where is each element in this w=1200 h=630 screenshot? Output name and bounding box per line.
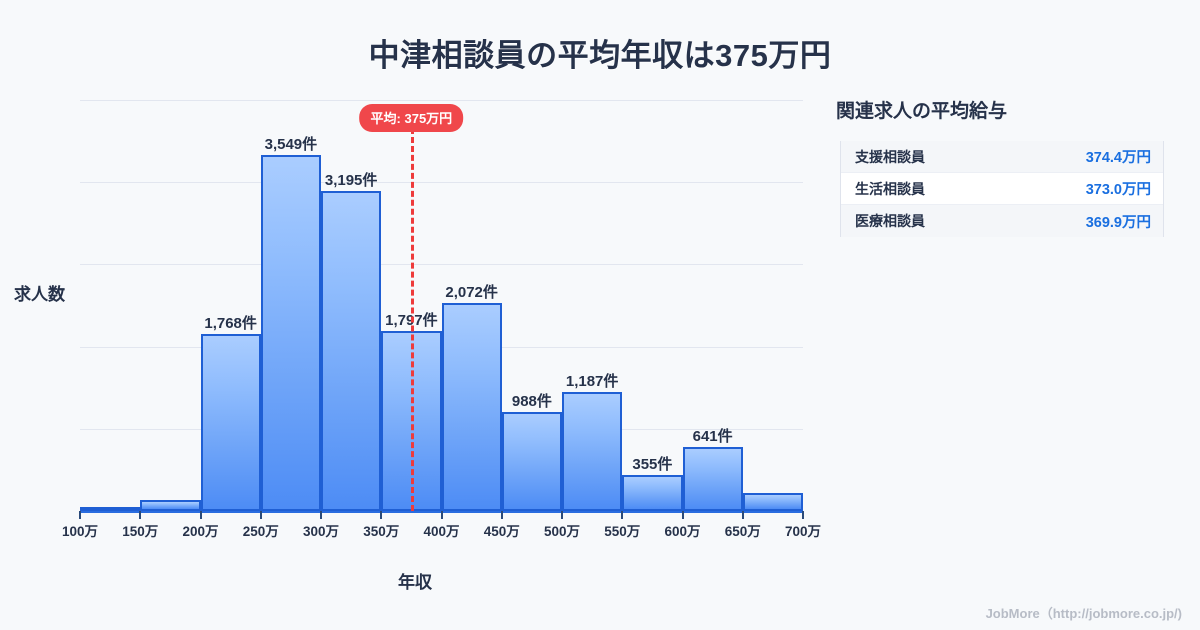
histogram-bar [80, 507, 141, 511]
x-tick-label: 650万 [724, 524, 761, 539]
histogram-bar [140, 499, 201, 511]
x-tick-mark [500, 511, 503, 519]
histogram-bar [682, 446, 743, 511]
bar-value-label: 355件 [632, 456, 673, 474]
x-tick-label: 600万 [664, 524, 701, 539]
bar-value-label: 1,187件 [565, 373, 619, 390]
side-panel-title: 関連求人の平均給与 [836, 101, 1008, 122]
x-tick-label: 150万 [122, 524, 159, 539]
x-tick-label: 500万 [543, 524, 581, 539]
average-salary-cell: 374.4万円 [1085, 150, 1151, 166]
x-tick-label: 700万 [784, 524, 822, 539]
x-tick-label: 550万 [604, 524, 641, 539]
x-axis-label: 年収 [398, 573, 432, 592]
x-tick-mark [741, 511, 744, 519]
table-row: 医療相談員 369.9万円 [841, 205, 1163, 237]
histogram-bar [200, 333, 261, 511]
x-tick-mark [440, 511, 443, 519]
table-row: 生活相談員 373.0万円 [841, 173, 1163, 205]
x-tick-label: 450万 [483, 524, 520, 539]
side-panel: 関連求人の平均給与 支援相談員 374.4万円生活相談員 373.0万円医療相談員 3… [836, 96, 1166, 237]
bar-value-label: 2,072件 [445, 284, 498, 302]
y-axis-label: 求人数 [14, 285, 65, 304]
job-title-cell: 医療相談員 [855, 213, 925, 229]
average-line [411, 128, 415, 511]
x-tick-mark [561, 511, 563, 519]
footer-watermark: JobMore（http://jobmore.co.jp/) [985, 606, 1182, 621]
histogram-bar [562, 392, 623, 511]
histogram-bar [441, 303, 502, 511]
histogram-bar [742, 493, 803, 511]
x-tick-mark [681, 511, 684, 519]
bar-value-label: 988件 [511, 392, 552, 410]
x-tick-mark [199, 511, 202, 519]
histogram-chart: 求人数 1,768件 3,549件 3,195件 1,797件 2,072件 988件 1,… [14, 100, 822, 592]
bar-value-label: 641件 [692, 427, 733, 445]
gridline [80, 100, 803, 101]
x-tick-mark [621, 511, 624, 519]
related-salary-table: 支援相談員 374.4万円生活相談員 373.0万円医療相談員 369.9万円 [840, 141, 1164, 237]
gridline [80, 182, 803, 183]
x-tick-label: 350万 [363, 524, 400, 539]
job-title-cell: 生活相談員 [855, 180, 925, 197]
x-tick-mark [79, 511, 81, 519]
x-tick-label: 300万 [302, 524, 340, 539]
bar-value-label: 3,195件 [324, 171, 378, 189]
x-tick-mark [320, 511, 322, 519]
x-tick-label: 100万 [61, 524, 99, 539]
x-tick-label: 400万 [423, 524, 460, 539]
histogram-bar [622, 475, 683, 511]
plot-area [80, 100, 803, 511]
average-salary-cell: 373.0万円 [1085, 182, 1151, 198]
x-tick-label: 250万 [242, 524, 279, 539]
histogram-bar [501, 411, 562, 511]
bar-value-label: 1,768件 [204, 314, 257, 332]
table-row: 支援相談員 374.4万円 [841, 141, 1163, 173]
x-tick-mark [380, 511, 383, 519]
average-salary-cell: 369.9万円 [1085, 214, 1151, 231]
x-tick-mark [259, 511, 262, 519]
histogram-bar [260, 155, 321, 511]
page-title: 中津相談員の平均年収は375万円 [368, 38, 832, 73]
average-badge: 平均: 375万円 [359, 104, 464, 132]
job-title-cell: 支援相談員 [855, 148, 925, 165]
x-tick-mark [139, 511, 142, 519]
histogram-bar [321, 190, 382, 511]
bar-value-label: 3,549件 [264, 136, 318, 154]
x-tick-label: 200万 [182, 524, 219, 539]
gridline [80, 264, 803, 265]
x-tick-mark [802, 511, 804, 519]
